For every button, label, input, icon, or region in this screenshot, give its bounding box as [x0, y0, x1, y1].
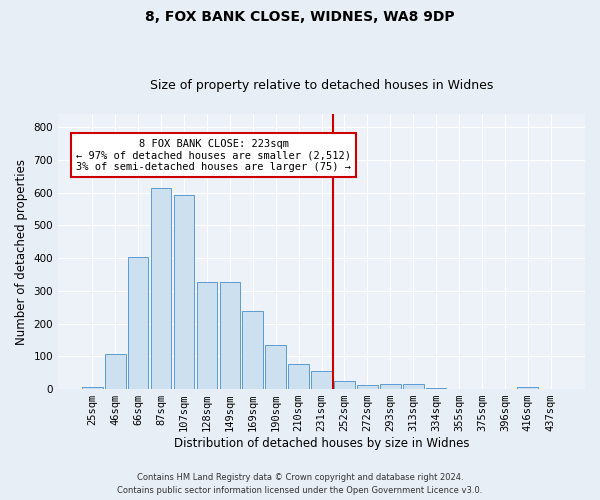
- Bar: [197, 282, 217, 389]
- Bar: [220, 282, 240, 389]
- Bar: [426, 388, 446, 389]
- Title: Size of property relative to detached houses in Widnes: Size of property relative to detached ho…: [150, 79, 493, 92]
- Bar: [265, 345, 286, 389]
- Text: 8, FOX BANK CLOSE, WIDNES, WA8 9DP: 8, FOX BANK CLOSE, WIDNES, WA8 9DP: [145, 10, 455, 24]
- Bar: [517, 387, 538, 389]
- Bar: [288, 364, 309, 389]
- Bar: [403, 384, 424, 389]
- Bar: [357, 385, 377, 389]
- Text: 8 FOX BANK CLOSE: 223sqm
← 97% of detached houses are smaller (2,512)
3% of semi: 8 FOX BANK CLOSE: 223sqm ← 97% of detach…: [76, 138, 351, 172]
- Bar: [151, 188, 172, 389]
- X-axis label: Distribution of detached houses by size in Widnes: Distribution of detached houses by size …: [174, 437, 469, 450]
- Bar: [311, 371, 332, 389]
- Bar: [380, 384, 401, 389]
- Bar: [242, 312, 263, 389]
- Y-axis label: Number of detached properties: Number of detached properties: [15, 158, 28, 344]
- Bar: [105, 354, 125, 389]
- Text: Contains HM Land Registry data © Crown copyright and database right 2024.
Contai: Contains HM Land Registry data © Crown c…: [118, 474, 482, 495]
- Bar: [82, 387, 103, 389]
- Bar: [173, 195, 194, 389]
- Bar: [128, 257, 148, 389]
- Bar: [334, 381, 355, 389]
